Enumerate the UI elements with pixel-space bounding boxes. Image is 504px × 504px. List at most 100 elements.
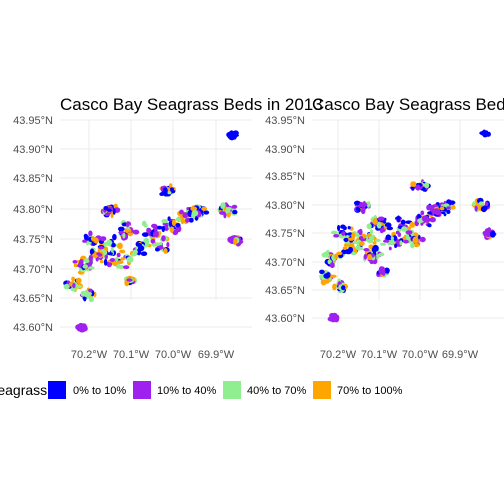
seagrass-bed	[168, 191, 172, 194]
y-tick-label: 43.85°N	[265, 171, 305, 183]
y-tick-label: 43.65°N	[265, 285, 305, 297]
seagrass-bed	[353, 241, 358, 244]
seagrass-bed	[367, 254, 372, 260]
seagrass-bed	[362, 207, 366, 210]
seagrass-bed	[424, 182, 429, 188]
seagrass-bed	[123, 265, 129, 269]
seagrass-bed	[343, 226, 347, 230]
seagrass-bed	[479, 201, 484, 205]
seagrass-bed	[420, 211, 424, 216]
seagrass-bed	[364, 254, 367, 260]
seagrass-bed	[344, 238, 349, 242]
seagrass-bed	[112, 234, 117, 240]
seagrass-bed	[107, 209, 112, 212]
seagrass-bed	[96, 252, 100, 255]
seagrass-bed	[72, 283, 75, 288]
seagrass-bed	[331, 231, 338, 235]
seagrass-bed	[380, 243, 386, 246]
seagrass-bed	[232, 205, 237, 209]
seagrass-bed	[398, 232, 402, 237]
x-tick-label: 70.0°W	[402, 349, 439, 361]
seagrass-bed	[416, 185, 421, 191]
seagrass-bed	[105, 213, 110, 216]
y-tick-label: 43.60°N	[13, 322, 53, 334]
seagrass-bed	[113, 261, 117, 267]
seagrass-bed	[82, 240, 87, 243]
seagrass-bed	[170, 226, 174, 233]
y-tick-label: 43.90°N	[13, 144, 53, 156]
seagrass-bed	[406, 234, 410, 241]
seagrass-bed	[169, 183, 172, 188]
seagrass-bed	[356, 207, 360, 211]
seagrass-bed	[201, 207, 207, 211]
seagrass-bed	[220, 205, 224, 209]
seagrass-bed	[323, 252, 329, 258]
seagrass-bed	[389, 247, 392, 251]
seagrass-bed	[341, 285, 345, 290]
seagrass-bed	[126, 222, 129, 227]
seagrass-bed	[100, 260, 104, 263]
seagrass-bed	[88, 289, 93, 293]
seagrass-bed	[370, 229, 373, 235]
seagrass-bed	[161, 219, 168, 223]
seagrass-bed	[400, 240, 403, 245]
seagrass-bed	[107, 252, 113, 255]
seagrass-bed	[372, 247, 377, 252]
seagrass-bed	[410, 242, 414, 248]
legend-title: Seagrass	[0, 382, 47, 398]
seagrass-bed	[472, 201, 476, 206]
seagrass-bed	[155, 243, 160, 246]
seagrass-bed	[380, 266, 385, 272]
seagrass-bed	[85, 293, 90, 297]
seagrass-bed	[330, 316, 334, 320]
seagrass-bed	[161, 235, 166, 241]
seagrass-bed	[117, 253, 121, 258]
seagrass-bed	[403, 240, 409, 244]
seagrass-bed	[359, 241, 365, 246]
seagrass-bed	[359, 236, 363, 240]
legend-label-0-10: 0% to 10%	[73, 385, 126, 397]
seagrass-bed	[223, 212, 226, 218]
x-tick-label: 70.2°W	[71, 349, 108, 361]
seagrass-bed	[357, 230, 361, 233]
seagrass-bed	[71, 277, 75, 282]
seagrass-bed	[89, 296, 94, 302]
seagrass-bed	[330, 262, 335, 268]
seagrass-bed	[401, 226, 407, 232]
seagrass-bed	[323, 273, 330, 279]
seagrass-bed	[189, 218, 194, 223]
seagrass-bed	[226, 207, 232, 210]
seagrass-bed	[100, 236, 106, 241]
seagrass-bed	[98, 246, 104, 249]
seagrass-bed	[481, 206, 487, 212]
seagrass-bed	[401, 220, 406, 225]
seagrass-bed	[127, 278, 133, 281]
seagrass-bed	[367, 223, 372, 229]
seagrass-bed	[76, 285, 82, 288]
legend-label-70-100: 70% to 100%	[337, 385, 403, 397]
seagrass-bed	[155, 248, 160, 252]
y-tick-label: 43.70°N	[13, 264, 53, 276]
seagrass-bed	[397, 215, 401, 222]
seagrass-bed	[367, 201, 370, 208]
seagrass-bed	[451, 206, 456, 210]
seagrass-bed	[373, 241, 377, 245]
panel-title-right: Casco Bay Seagrass Beds	[312, 95, 504, 114]
seagrass-bed	[390, 239, 395, 245]
seagrass-bed	[341, 231, 345, 236]
seagrass-bed	[351, 252, 357, 255]
seagrass-bed	[85, 259, 90, 263]
y-tick-label: 43.90°N	[265, 144, 305, 156]
seagrass-bed	[336, 252, 342, 255]
y-tick-label: 43.85°N	[13, 173, 53, 185]
seagrass-bed	[117, 243, 123, 249]
seagrass-bed	[161, 191, 166, 194]
seagrass-bed	[446, 206, 450, 209]
seagrass-bed	[131, 253, 137, 257]
seagrass-bed	[162, 226, 166, 232]
seagrass-bed	[142, 221, 147, 227]
seagrass-bed	[78, 326, 81, 330]
seagrass-bed	[362, 203, 368, 207]
seagrass-bed	[89, 255, 93, 262]
